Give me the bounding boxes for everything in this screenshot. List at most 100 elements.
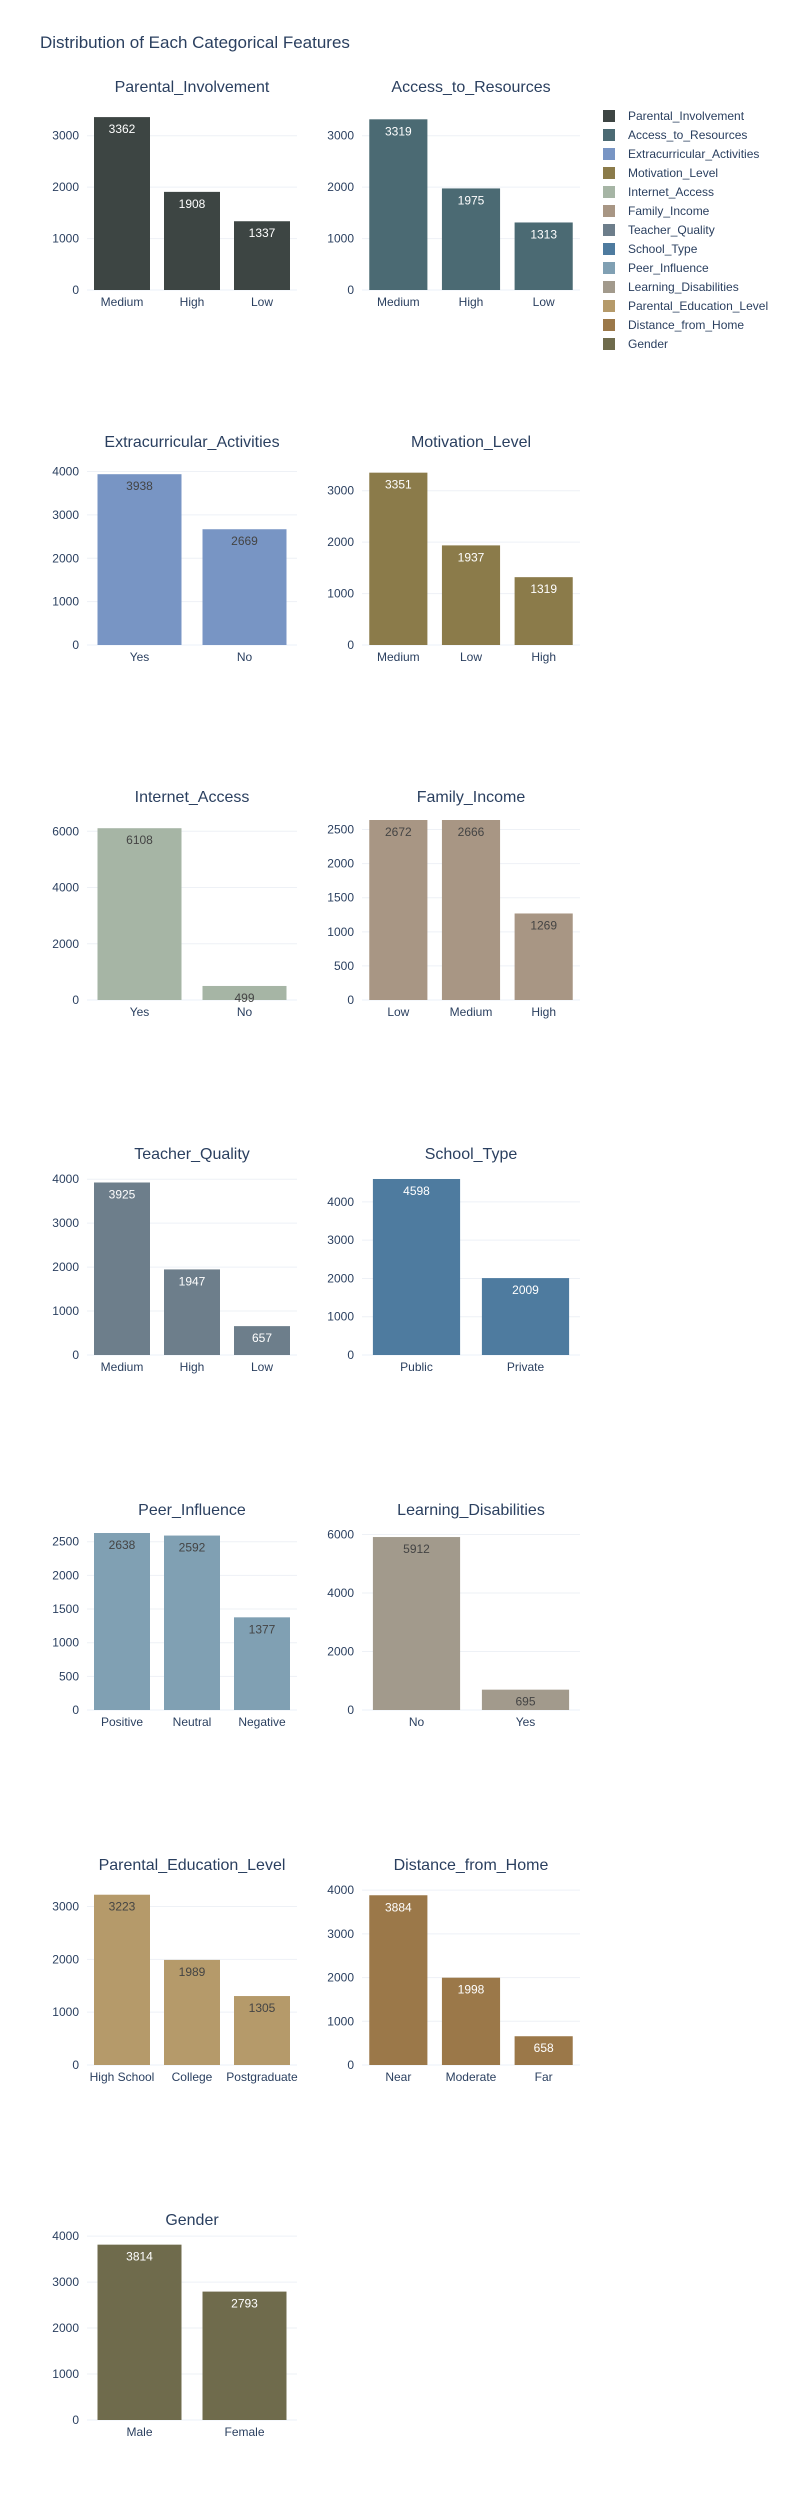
bar[interactable]	[441, 188, 501, 290]
bar[interactable]	[234, 1996, 290, 2065]
bar[interactable]	[202, 529, 287, 645]
bar[interactable]	[369, 119, 428, 291]
subplot-school-type: 0 1000 2000 3000 4000 School_Type 4598 Public 20…	[327, 1146, 580, 1374]
bar[interactable]	[164, 191, 220, 290]
y-tick-label: 4000	[327, 1195, 354, 1209]
bar[interactable]	[441, 1977, 501, 2065]
y-tick-label: 0	[347, 283, 354, 297]
bar[interactable]	[481, 1278, 570, 1355]
legend-item-extracurricular-activities[interactable]: Extracurricular_Activities	[603, 147, 759, 161]
bar[interactable]	[94, 1894, 150, 2065]
legend-label: Family_Income	[628, 204, 710, 218]
x-tick-label: Medium	[101, 295, 144, 309]
bar[interactable]	[441, 545, 501, 645]
y-tick-label: 0	[347, 1703, 354, 1717]
bar[interactable]	[94, 1182, 150, 1355]
y-tick-label: 1000	[327, 925, 354, 939]
y-tick-label: 2000	[52, 1952, 79, 1966]
legend: Parental_Involvement Access_to_Resources E…	[603, 109, 768, 351]
x-tick-label: Medium	[450, 1005, 493, 1019]
subplot-title: Access_to_Resources	[391, 79, 550, 96]
bar-value-label: 3814	[126, 2250, 153, 2264]
legend-label: Learning_Disabilities	[628, 280, 739, 294]
y-tick-label: 2000	[327, 180, 354, 194]
legend-item-gender[interactable]: Gender	[603, 337, 668, 351]
subplot-extracurricular-activities: 0 1000 2000 3000 4000 Extracurricular_Activit…	[52, 434, 297, 664]
y-tick-label: 2000	[327, 535, 354, 549]
bar[interactable]	[514, 577, 573, 645]
bar[interactable]	[94, 1533, 150, 1710]
bar[interactable]	[97, 828, 182, 1000]
legend-swatch	[603, 224, 615, 236]
y-tick-label: 0	[72, 1703, 79, 1717]
y-tick-label: 1000	[52, 1304, 79, 1318]
bar-value-label: 2672	[385, 825, 412, 839]
x-tick-label: Postgraduate	[226, 2070, 298, 2084]
subplot-title: Internet_Access	[135, 789, 250, 806]
y-tick-label: 2000	[52, 1568, 79, 1582]
y-tick-label: 3000	[52, 1899, 79, 1913]
legend-item-distance-from-home[interactable]: Distance_from_Home	[603, 318, 744, 332]
subplot-title: Parental_Education_Level	[99, 1857, 286, 1874]
bar[interactable]	[372, 1537, 461, 1710]
x-tick-label: No	[409, 1715, 425, 1729]
bar[interactable]	[441, 820, 501, 1000]
bar[interactable]	[234, 221, 290, 290]
main-title: Distribution of Each Categorical Feature…	[40, 33, 350, 52]
bar[interactable]	[369, 820, 428, 1000]
y-tick-label: 4000	[52, 1172, 79, 1186]
y-tick-label: 0	[72, 638, 79, 652]
x-tick-label: High School	[90, 2070, 155, 2084]
bar[interactable]	[202, 2291, 287, 2420]
legend-item-access-to-resources[interactable]: Access_to_Resources	[603, 128, 747, 142]
legend-item-family-income[interactable]: Family_Income	[603, 204, 710, 218]
bar-value-label: 3319	[385, 124, 412, 138]
subplot-title: School_Type	[425, 1146, 518, 1163]
legend-item-peer-influence[interactable]: Peer_Influence	[603, 261, 709, 275]
bar-value-label: 3351	[385, 478, 412, 492]
bar[interactable]	[514, 2036, 573, 2065]
bar[interactable]	[234, 1617, 290, 1710]
x-tick-label: College	[172, 2070, 213, 2084]
subplot-title: Parental_Involvement	[115, 79, 270, 96]
subplot-title: Gender	[165, 2212, 219, 2229]
legend-item-motivation-level[interactable]: Motivation_Level	[603, 166, 718, 180]
bar[interactable]	[97, 474, 182, 645]
bar-value-label: 2592	[179, 1541, 206, 1555]
bar[interactable]	[164, 1269, 220, 1355]
legend-item-internet-access[interactable]: Internet_Access	[603, 185, 714, 199]
bar[interactable]	[481, 1689, 570, 1710]
subplot-title: Peer_Influence	[138, 1502, 246, 1519]
y-tick-label: 2000	[327, 857, 354, 871]
bar[interactable]	[94, 117, 150, 291]
legend-item-teacher-quality[interactable]: Teacher_Quality	[603, 223, 715, 237]
legend-label: Motivation_Level	[628, 166, 718, 180]
bar[interactable]	[372, 1178, 461, 1355]
y-tick-label: 2000	[52, 937, 79, 951]
y-tick-label: 1500	[52, 1602, 79, 1616]
bar[interactable]	[97, 2244, 182, 2420]
bar[interactable]	[164, 1959, 220, 2065]
x-tick-label: Private	[507, 1360, 545, 1374]
legend-item-learning-disabilities[interactable]: Learning_Disabilities	[603, 280, 739, 294]
bar[interactable]	[369, 1895, 428, 2065]
bar-value-label: 3884	[385, 1900, 412, 1914]
legend-label: Teacher_Quality	[628, 223, 715, 237]
bar[interactable]	[202, 985, 287, 1000]
bar[interactable]	[164, 1535, 220, 1710]
bar[interactable]	[514, 913, 573, 1000]
x-tick-label: Low	[460, 650, 482, 664]
y-tick-label: 4000	[52, 465, 79, 479]
bar-value-label: 2009	[512, 1283, 539, 1297]
x-tick-label: Medium	[377, 295, 420, 309]
legend-item-school-type[interactable]: School_Type	[603, 242, 698, 256]
bar[interactable]	[234, 1326, 290, 1355]
legend-item-parental-involvement[interactable]: Parental_Involvement	[603, 109, 745, 123]
legend-item-parental-education-level[interactable]: Parental_Education_Level	[603, 299, 768, 313]
legend-label: Internet_Access	[628, 185, 714, 199]
bar[interactable]	[514, 222, 573, 290]
bar[interactable]	[369, 472, 428, 645]
bar-value-label: 2669	[231, 534, 258, 548]
